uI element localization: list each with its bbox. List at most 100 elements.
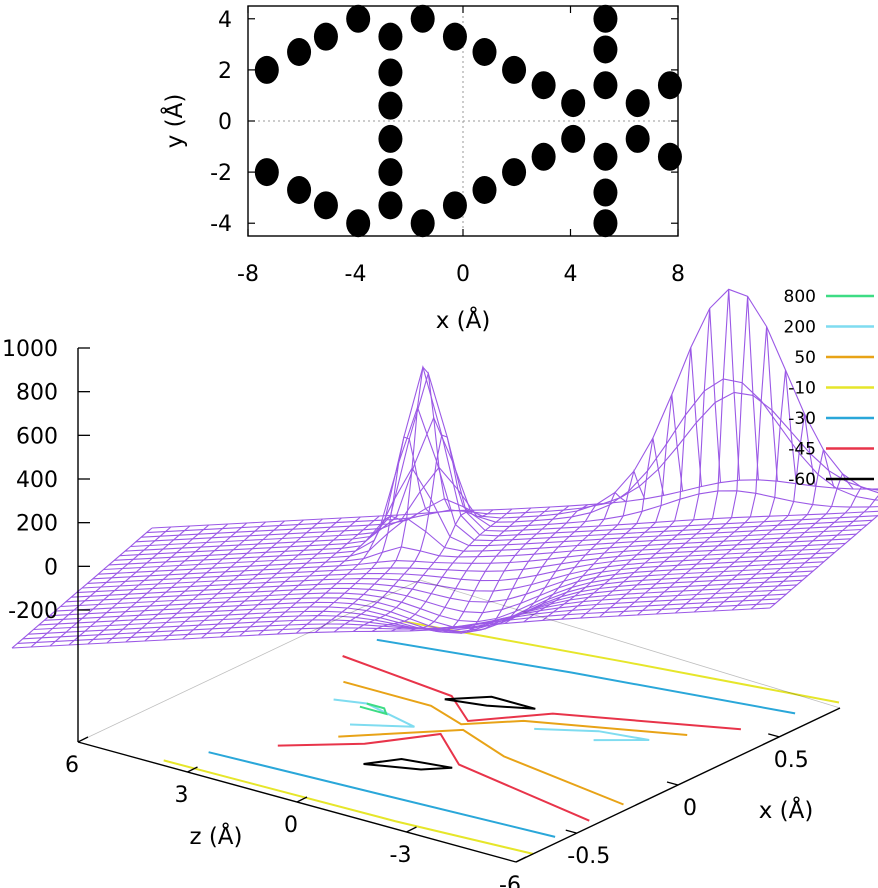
mesh-line	[428, 505, 570, 634]
mesh-line	[580, 308, 722, 619]
scatter-point	[593, 71, 618, 100]
scatter-x-tick-label: -4	[345, 262, 367, 287]
base-back-edge-right	[419, 579, 841, 709]
scatter-x-ticks: -8 -4 0 4 8	[237, 6, 685, 287]
x-tick-label: 0	[683, 796, 697, 821]
contour-line	[277, 732, 590, 822]
contour-line	[343, 680, 688, 736]
z-tick-mark	[296, 796, 308, 803]
mesh-line	[220, 516, 361, 638]
mesh-line	[151, 479, 878, 529]
vertical-tick-label: 1000	[2, 337, 58, 362]
scatter-point	[378, 124, 403, 153]
mesh-line	[106, 522, 248, 644]
scatter-points	[254, 4, 682, 238]
contour-line	[444, 695, 536, 710]
z-tick-label: 0	[284, 813, 298, 838]
scatter-point	[625, 89, 650, 118]
base-back-edge-left	[77, 579, 421, 743]
scatter-point	[378, 191, 403, 220]
contour-line	[363, 757, 453, 771]
contour-legend: 800 200 50 -10 -30 -45 -60	[784, 287, 874, 490]
contour-line	[342, 655, 741, 731]
scatter-y-tick-label: -4	[210, 212, 232, 237]
scatter-point	[657, 142, 682, 171]
vertical-tick-label: 800	[16, 381, 58, 406]
scatter-point	[593, 209, 618, 238]
mesh-line	[504, 469, 646, 624]
mesh-line	[485, 491, 627, 626]
x-tick-mark	[666, 781, 679, 786]
scatter-point	[313, 22, 338, 51]
legend-label: 800	[784, 287, 816, 307]
contour-line	[402, 620, 840, 704]
mesh-line	[258, 514, 399, 636]
scatter-point	[442, 191, 467, 220]
mesh-line	[333, 434, 475, 633]
vertical-tick-label: 0	[44, 555, 58, 580]
vertical-tick-label: 600	[16, 424, 58, 449]
legend-label: -30	[788, 409, 816, 429]
mesh-line	[141, 288, 878, 538]
contour-line	[208, 751, 556, 838]
scatter-point	[561, 124, 586, 153]
scatter-point	[346, 4, 371, 33]
scatter-point	[254, 158, 279, 187]
z-tick-mark	[406, 826, 417, 833]
mesh-line	[68, 524, 210, 646]
mesh-line	[693, 449, 835, 613]
contour-lines	[163, 620, 840, 855]
scatter-y-tick-label: 4	[218, 8, 232, 33]
mesh-line	[561, 347, 703, 620]
scatter-point	[593, 178, 618, 207]
scatter-point	[410, 4, 435, 33]
contour-line	[376, 638, 796, 715]
scatter-point	[472, 38, 497, 66]
vertical-axis-ticks: 1000 800 600 400 200 0 -200	[2, 337, 90, 624]
contour-line	[333, 698, 415, 728]
mesh-line	[637, 326, 778, 616]
mesh-line	[731, 486, 873, 611]
mesh-line	[201, 517, 342, 639]
mesh-line	[239, 515, 380, 637]
mesh-line	[371, 508, 513, 632]
mesh-line	[314, 365, 456, 633]
scatter-point	[561, 89, 586, 118]
mesh-line	[11, 527, 153, 649]
legend-label: -10	[788, 379, 816, 399]
scatter-point	[502, 55, 527, 84]
legend-label: -60	[788, 470, 816, 490]
scatter-point	[531, 142, 556, 171]
scatter-point	[593, 35, 618, 64]
scatter-point	[378, 22, 403, 51]
x-tick-label: 0.5	[774, 748, 809, 773]
scatter-x-tick-label: 4	[564, 262, 578, 287]
z-tick-mark	[187, 766, 198, 773]
scatter-point	[410, 209, 435, 238]
x-axis-ticks: 0.5 0 -0.5	[565, 733, 809, 869]
mesh-line	[49, 525, 191, 647]
mesh-line	[119, 365, 878, 557]
x-tick-label: -0.5	[567, 844, 610, 869]
scatter-point	[313, 191, 338, 220]
z-tick-label: 3	[175, 783, 189, 808]
z-tick-mark	[515, 856, 527, 863]
vertical-tick-label: 400	[16, 468, 58, 493]
x-tick-mark	[768, 733, 780, 738]
mesh-line	[125, 521, 267, 643]
legend-label: 200	[784, 318, 816, 338]
mesh-line	[447, 504, 589, 631]
surface-plot: 1000 800 600 400 200 0 -200 6 3 0 -3 -6 0.5 0 -0.5 z…	[2, 287, 878, 888]
mesh-line	[30, 526, 172, 648]
scatter-y-axis-label: y (Å)	[160, 94, 188, 149]
scatter-y-ticks: 4 2 0 -2 -4	[210, 8, 678, 237]
mesh-line	[542, 394, 684, 621]
scatter-point	[442, 22, 467, 51]
z-tick-label: 6	[65, 753, 79, 778]
scatter-point	[287, 176, 312, 204]
mesh-line	[295, 436, 437, 634]
scatter-point	[378, 58, 403, 87]
mesh-line	[655, 369, 797, 615]
scatter-y-tick-label: 0	[218, 110, 232, 135]
